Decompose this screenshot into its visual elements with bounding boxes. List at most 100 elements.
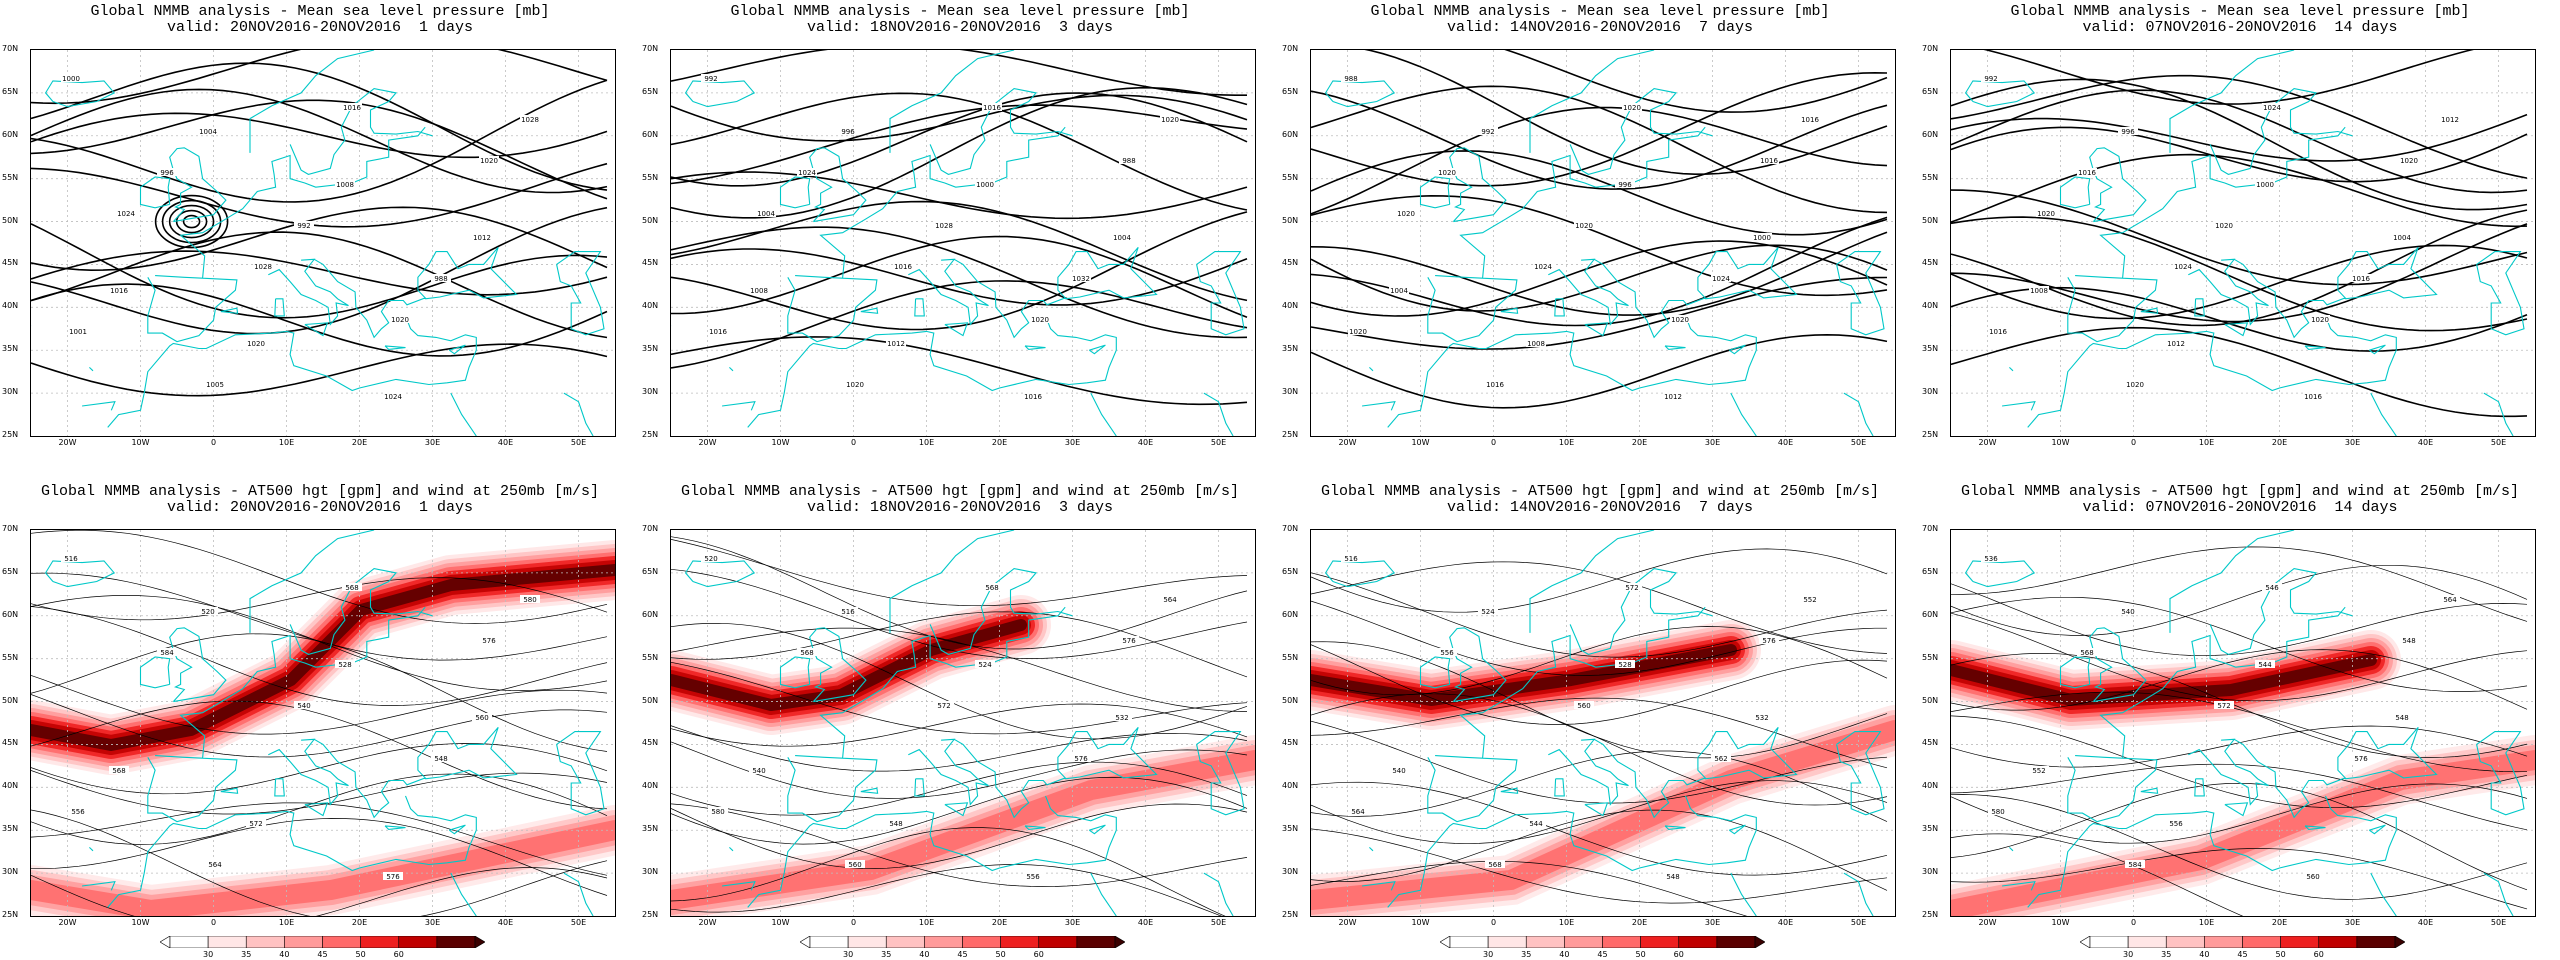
- contour-label: 992: [704, 75, 717, 83]
- lat-label: 70N: [1922, 44, 1939, 53]
- panel-title-line2: valid: 07NOV2016-20NOV2016 14 days: [2082, 19, 2398, 36]
- contour-line: [671, 235, 1248, 319]
- colorbar-swatch: [436, 936, 476, 948]
- lat-label: 45N: [1282, 738, 1299, 748]
- contour-label: 996: [160, 169, 174, 177]
- map-area: 520 516 524 532 540 548 556 564 568 572 576 580 560 5…: [670, 529, 1256, 917]
- wind-band: [1951, 654, 2377, 706]
- contour-line: [1951, 848, 2528, 910]
- contour-label: 996: [2121, 128, 2135, 136]
- lat-label: 40N: [1922, 301, 1939, 311]
- map-graphic: [520, 115, 540, 123]
- colorbar-tick: 50: [2275, 950, 2286, 959]
- contour-line: [31, 250, 608, 296]
- map-graphic: [2262, 103, 2282, 111]
- panel-title: Global NMMB analysis - AT500 hgt [gpm] a…: [1280, 484, 1920, 516]
- map-graphic: [431, 754, 451, 762]
- contour-label: 532: [1755, 714, 1768, 722]
- colorbar-swatch: [1000, 936, 1040, 948]
- lon-label: 40E: [1777, 918, 1794, 927]
- contour-line: [1311, 240, 1888, 317]
- contour-line: [671, 280, 1248, 369]
- contour-label: 576: [482, 637, 496, 645]
- contour-line: [1311, 276, 1888, 350]
- wind-colorbar: [2080, 936, 2405, 948]
- contour-labels: 992 996 1000 1004 1008 1012 1016 1020 1024 1028 10…: [701, 74, 1180, 401]
- contour-label: 1024: [2174, 263, 2192, 271]
- lon-label: 50E: [1210, 438, 1227, 447]
- lon-label: 0: [210, 918, 217, 927]
- lat-label: 55N: [1282, 172, 1299, 182]
- map-canvas: 516 520 528 560 568 572 576 580 584 540 548 556 564 5…: [31, 530, 615, 916]
- map-graphic: [2351, 274, 2371, 282]
- contour-labels: 992 996 1000 1004 1008 1012 1016 1012 1016 1020 10…: [1981, 74, 2460, 401]
- map-graphic: [68, 807, 88, 815]
- contour-line: [1311, 194, 1888, 297]
- lon-label: 20E: [991, 438, 1008, 447]
- colorbar-tick: 45: [957, 950, 968, 959]
- contour-label: 1000: [62, 75, 80, 83]
- map-graphic: [61, 74, 81, 82]
- contour-label: 548: [434, 755, 447, 763]
- colorbar-tick: 50: [355, 950, 366, 959]
- contour-line: [1311, 644, 1888, 725]
- colorbar-tick: 60: [393, 950, 404, 959]
- lon-label: 30E: [1064, 438, 1081, 447]
- lon-label: 50E: [2490, 918, 2507, 927]
- contour-line: [1311, 231, 1888, 316]
- contour-line: [671, 761, 1248, 816]
- colorbar-swatch: [207, 936, 247, 948]
- map-graphic: [1622, 103, 1642, 111]
- map-graphic: [1485, 380, 1505, 388]
- colorbar-swatch: [1487, 936, 1527, 948]
- colorbar-tick: 30: [203, 950, 214, 959]
- lon-label: 40E: [497, 438, 514, 447]
- map-graphic: [1030, 315, 1050, 323]
- lat-label: 40N: [642, 781, 659, 791]
- map-graphic: [2303, 392, 2323, 400]
- at500-panel-1: Global NMMB analysis - AT500 hgt [gpm] a…: [0, 480, 640, 960]
- contour-line: [31, 595, 608, 691]
- lat-label: 50N: [1282, 695, 1299, 705]
- contour-line: [31, 809, 608, 916]
- map-graphic: [1759, 156, 1779, 164]
- contour-line: [1311, 860, 1748, 916]
- map-graphic: [1752, 233, 1772, 241]
- map-graphic: [2118, 607, 2138, 615]
- map-graphic: [116, 209, 136, 217]
- contour-label: 548: [889, 820, 902, 828]
- map-graphic: [160, 936, 171, 948]
- contour-labels: 536 540 544 548 552 556 560 564 568 572 576 580 584 5…: [1981, 554, 2460, 881]
- contour-line: [671, 226, 1248, 339]
- map-area: 536 540 544 548 552 556 560 564 568 572 576 580 584 5…: [1950, 529, 2536, 917]
- contour-label: 1020: [391, 316, 409, 324]
- map-graphic: [1437, 648, 1457, 656]
- map-graphic: [886, 819, 906, 827]
- lat-label: 35N: [1922, 824, 1939, 834]
- map-graphic: [934, 701, 954, 709]
- lat-label: 65N: [642, 566, 659, 576]
- contour-line: [1311, 697, 1888, 769]
- wind-speed-shading: [1311, 620, 1895, 916]
- panel-title: Global NMMB analysis - AT500 hgt [gpm] a…: [1920, 484, 2560, 516]
- lat-label: 65N: [1282, 566, 1299, 576]
- panel-title-line1: Global NMMB analysis - AT500 hgt [gpm] a…: [680, 483, 1240, 500]
- map-graphic: [68, 327, 88, 335]
- contour-line: [1311, 693, 1888, 806]
- lon-label: 50E: [570, 438, 587, 447]
- map-graphic: [479, 156, 499, 164]
- contour-line: [1951, 89, 2528, 194]
- map-graphic: [1981, 554, 2001, 562]
- contour-line: [31, 633, 608, 752]
- lat-label: 50N: [2, 695, 19, 705]
- panel-title-line2: valid: 14NOV2016-20NOV2016 7 days: [1446, 19, 1754, 36]
- isobar-contours: [671, 536, 1248, 916]
- colorbar-swatch: [1602, 936, 1641, 948]
- map-graphic: [61, 554, 81, 562]
- contour-label: 992: [1481, 128, 1494, 136]
- contour-label: 988: [1122, 157, 1135, 165]
- colorbar-ticks: 30 35 40 45 50 60: [160, 950, 485, 960]
- contour-label: 564: [208, 861, 222, 869]
- colorbar-swatch: [962, 936, 1001, 948]
- contour-label: 520: [201, 608, 214, 616]
